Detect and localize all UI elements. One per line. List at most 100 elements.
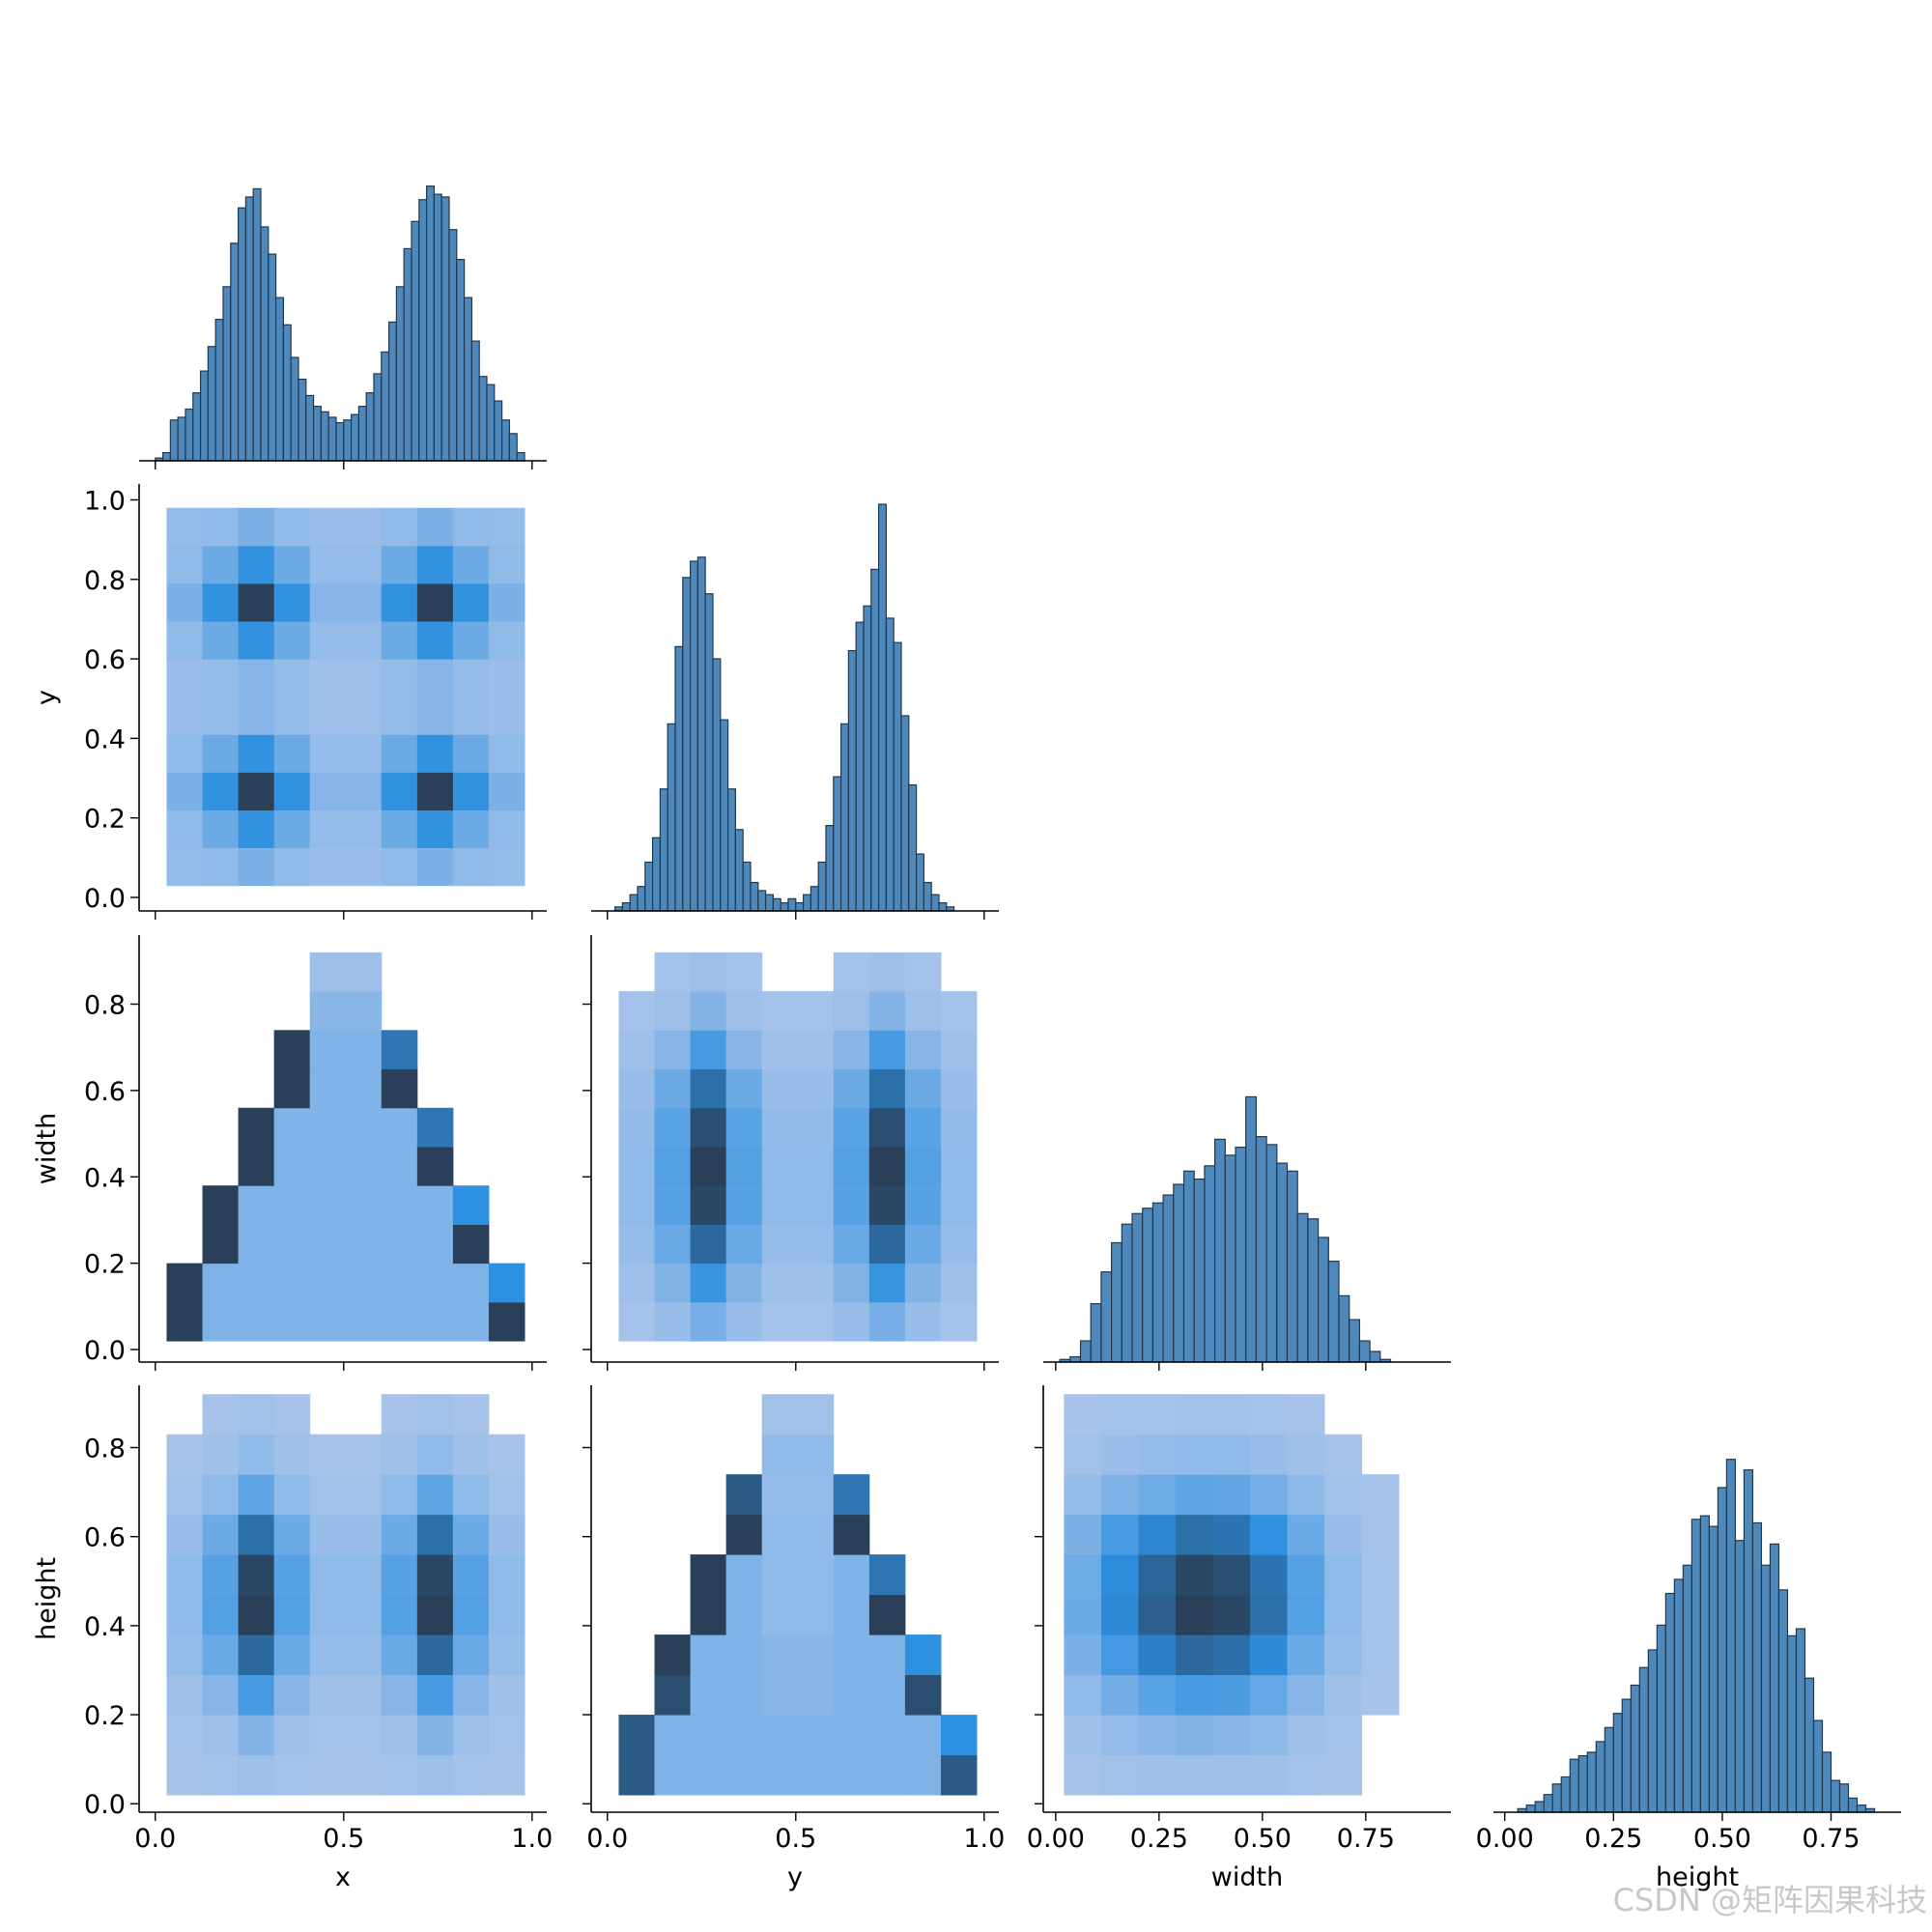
heat-cell <box>761 1674 799 1716</box>
heat-cell <box>416 1146 454 1186</box>
bar <box>373 373 383 462</box>
heat-cell <box>273 1514 311 1555</box>
heat-cell <box>452 1674 490 1716</box>
heat-cell <box>203 1030 240 1069</box>
heat-cell <box>1212 1554 1251 1596</box>
heat-cell <box>417 1069 454 1109</box>
heat-cell <box>797 1754 835 1796</box>
bar <box>1069 1355 1082 1363</box>
heat-cell <box>797 1514 835 1555</box>
heat-cell <box>797 1263 835 1303</box>
heat-cell <box>166 582 204 622</box>
heat-cell <box>202 582 240 622</box>
heat-cell <box>239 1069 275 1109</box>
bar <box>470 340 480 462</box>
heat-cell <box>488 810 526 849</box>
heat-cell <box>1138 1434 1177 1475</box>
y-axis-label: width <box>32 1113 62 1184</box>
heat-cell <box>797 1674 835 1716</box>
heat-cell <box>904 1715 942 1756</box>
heat-cell <box>1175 1554 1213 1596</box>
heat-cell <box>904 1224 942 1264</box>
heat-cell <box>1287 1634 1325 1676</box>
heat-cell <box>797 1107 835 1148</box>
heat-cell <box>488 545 526 584</box>
heat-cell <box>798 952 835 992</box>
heat-cell <box>833 1594 870 1635</box>
heat-cell <box>1399 1554 1436 1595</box>
bar <box>629 894 639 912</box>
heat-cell <box>381 1394 418 1435</box>
heat-cell <box>1249 1434 1289 1475</box>
heat-cell <box>1175 1594 1213 1635</box>
heat-cell <box>488 1434 526 1475</box>
heat-cell <box>904 1185 942 1225</box>
heat-cell <box>1362 1394 1400 1435</box>
heat-cell <box>309 1474 347 1516</box>
heat-cell <box>452 847 490 887</box>
bar <box>1630 1684 1640 1813</box>
bar <box>274 297 284 462</box>
heat-cell <box>905 1554 942 1595</box>
bar <box>1612 1713 1623 1813</box>
bar <box>1751 1521 1763 1813</box>
y-tick-label: 0.2 <box>84 1701 126 1731</box>
heat-cell <box>761 1224 799 1264</box>
heat-cell <box>655 1435 692 1475</box>
heat-cell <box>202 734 240 773</box>
heat-cell <box>654 1634 692 1676</box>
heat-cell <box>309 1185 347 1225</box>
heat-cell <box>202 1754 240 1796</box>
bar <box>357 406 367 462</box>
heat-cell <box>166 1263 204 1303</box>
heat-cell <box>1287 1434 1325 1475</box>
heat-cell <box>452 772 490 810</box>
heat-cell <box>1100 1715 1139 1756</box>
heat-cell <box>797 1474 835 1516</box>
heat-cell <box>166 1474 204 1516</box>
heat-cell <box>868 1634 906 1676</box>
bar <box>335 421 345 462</box>
x-axis-label: y <box>787 1862 803 1892</box>
heat-cell <box>761 1394 799 1435</box>
heat-cell <box>489 1108 526 1148</box>
bar <box>1812 1719 1824 1813</box>
y-tick-label: 1.0 <box>84 486 126 516</box>
bar <box>637 886 646 912</box>
heat-cell <box>940 1185 978 1225</box>
heat-cell <box>1362 1755 1400 1796</box>
heat-cell <box>345 1224 383 1264</box>
heat-cell <box>833 991 870 1031</box>
heat-cell <box>489 1069 526 1109</box>
x-tick-label: 0.0 <box>586 1824 628 1854</box>
bar <box>440 196 450 462</box>
heat-cell <box>202 545 240 584</box>
heat-cell <box>1064 1634 1102 1676</box>
heat-cell <box>416 1754 454 1796</box>
heat-cell <box>690 1068 727 1109</box>
heat-cell <box>273 734 311 773</box>
heat-cell <box>1100 1514 1139 1555</box>
bar <box>1604 1726 1614 1813</box>
heat-cell <box>416 1434 454 1475</box>
bar <box>268 253 277 462</box>
heat-cell <box>654 991 692 1031</box>
heat-cell <box>725 1674 763 1716</box>
heat-cell <box>488 1554 526 1596</box>
heat-cell <box>238 1185 275 1225</box>
heat-cell <box>905 1435 942 1475</box>
bar <box>915 853 924 912</box>
heat-cell <box>725 1263 763 1303</box>
heat-cell <box>238 1674 275 1716</box>
bar <box>327 416 337 462</box>
y-tick-label: 0.2 <box>84 805 126 835</box>
heat-cell <box>1212 1674 1251 1716</box>
heat-cell <box>202 1554 240 1596</box>
heat-cell <box>416 810 454 849</box>
heat-cell <box>381 1754 418 1796</box>
heat-cell <box>166 1514 204 1555</box>
heat-cell <box>833 1474 870 1516</box>
bar <box>1235 1147 1247 1363</box>
heat-cell <box>868 991 906 1031</box>
heat-cell <box>761 1146 799 1186</box>
